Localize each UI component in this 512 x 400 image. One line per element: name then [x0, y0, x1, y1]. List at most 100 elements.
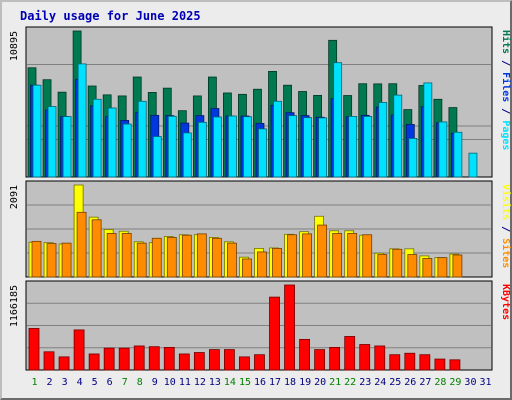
- y-right-label-visits-sites: Visits / Sites: [500, 184, 512, 268]
- bar-pages-day-1: [32, 84, 42, 178]
- bar-kbytes-day-12: [193, 352, 205, 371]
- x-tick-label-day-22: 22: [344, 377, 356, 388]
- chart-title: Daily usage for June 2025: [20, 9, 201, 23]
- bar-sites-day-25: [392, 248, 403, 278]
- bar-pages-day-14: [228, 115, 237, 178]
- bar-pages-day-24: [378, 102, 388, 178]
- y-max-label-kbytes: 1166185: [9, 285, 20, 327]
- bar-kbytes-day-27: [419, 354, 431, 371]
- bar-kbytes-day-2: [43, 351, 55, 371]
- bar-sites-day-16: [257, 251, 267, 278]
- bar-sites-day-14: [227, 242, 237, 278]
- bar-kbytes-day-26: [404, 352, 416, 371]
- x-tick-label-day-8: 8: [137, 377, 143, 388]
- bar-pages-day-6: [107, 107, 117, 178]
- bar-kbytes-day-22: [344, 336, 356, 371]
- bar-sites-day-3: [61, 242, 72, 278]
- bar-kbytes-day-14: [224, 349, 235, 371]
- bar-pages-day-9: [152, 136, 162, 178]
- x-tick-label-day-11: 11: [179, 377, 191, 388]
- bar-sites-day-28: [437, 257, 448, 278]
- bar-kbytes-day-6: [103, 347, 115, 371]
- bar-pages-day-27: [423, 82, 433, 178]
- bar-kbytes-day-7: [118, 347, 130, 371]
- x-tick-label-day-10: 10: [164, 377, 176, 388]
- bar-pages-day-10: [167, 115, 177, 178]
- x-tick-label-day-4: 4: [77, 377, 83, 388]
- bar-sites-day-18: [287, 234, 297, 278]
- y-max-label-visits-sites: 2091: [9, 185, 20, 209]
- x-tick-label-day-29: 29: [449, 377, 461, 388]
- bar-sites-day-6: [106, 233, 117, 278]
- x-tick-label-day-31: 31: [479, 377, 491, 388]
- bar-kbytes-day-8: [133, 345, 145, 371]
- bar-sites-day-4: [76, 211, 87, 278]
- bar-sites-day-29: [452, 254, 463, 278]
- bar-pages-day-19: [303, 117, 312, 178]
- x-tick-label-day-6: 6: [107, 377, 113, 388]
- bar-kbytes-day-28: [434, 358, 446, 371]
- x-tick-label-day-23: 23: [359, 377, 371, 388]
- bar-kbytes-day-15: [239, 356, 250, 371]
- bar-pages-day-17: [273, 100, 282, 178]
- bar-pages-day-3: [62, 116, 72, 178]
- bar-sites-day-9: [151, 237, 162, 278]
- bar-kbytes-day-18: [284, 284, 295, 371]
- y-max-label-hits-files-pages: 10895: [9, 31, 20, 61]
- x-tick-label-day-27: 27: [419, 377, 431, 388]
- legend-text: KBytes: [500, 284, 511, 320]
- bar-pages-day-2: [47, 106, 57, 178]
- bar-pages-day-30: [468, 152, 478, 178]
- bar-sites-day-5: [91, 219, 102, 278]
- bar-kbytes-day-29: [449, 359, 461, 371]
- bar-sites-day-2: [46, 243, 57, 278]
- x-tick-label-day-5: 5: [92, 377, 98, 388]
- y-right-label-hits-files-pages: Hits / Files / Pages: [500, 30, 512, 150]
- bar-kbytes-day-13: [208, 349, 220, 371]
- x-tick-label-day-21: 21: [329, 377, 341, 388]
- bar-kbytes-day-19: [299, 338, 310, 371]
- bar-pages-day-16: [258, 128, 267, 178]
- x-tick-label-day-26: 26: [404, 377, 416, 388]
- x-tick-label-day-3: 3: [62, 377, 68, 388]
- bar-kbytes-day-9: [148, 346, 160, 371]
- bar-kbytes-day-24: [374, 345, 386, 371]
- bar-pages-day-29: [453, 131, 463, 178]
- bar-sites-day-17: [272, 247, 282, 278]
- x-tick-label-day-15: 15: [239, 377, 251, 388]
- legend-text: /: [500, 54, 511, 72]
- bar-sites-day-12: [196, 233, 207, 278]
- legend-text: /: [500, 102, 511, 120]
- x-tick-label-day-18: 18: [284, 377, 296, 388]
- bar-kbytes-day-25: [389, 354, 401, 371]
- bar-kbytes-day-1: [28, 328, 40, 371]
- bar-pages-day-26: [408, 138, 418, 178]
- bar-sites-day-24: [377, 254, 388, 278]
- bar-sites-day-7: [121, 233, 132, 278]
- x-tick-label-day-12: 12: [194, 377, 206, 388]
- x-tick-label-day-17: 17: [269, 377, 281, 388]
- bar-pages-day-22: [348, 116, 358, 178]
- bar-pages-day-25: [393, 94, 403, 178]
- bar-pages-day-5: [92, 98, 102, 178]
- y-right-label-kbytes: KBytes: [500, 284, 511, 320]
- legend-text: Pages: [500, 120, 511, 150]
- legend-text: /: [500, 220, 511, 238]
- bar-pages-day-18: [288, 115, 297, 178]
- bar-pages-day-8: [137, 100, 147, 178]
- bar-pages-day-15: [243, 116, 252, 178]
- legend-text: Files: [500, 72, 512, 102]
- bar-pages-day-4: [77, 63, 87, 178]
- bar-pages-day-20: [318, 117, 328, 178]
- x-tick-label-day-14: 14: [224, 377, 236, 388]
- bar-sites-day-21: [332, 233, 343, 278]
- bar-pages-day-13: [212, 116, 222, 178]
- bar-pages-day-12: [197, 121, 207, 178]
- bar-sites-day-10: [166, 236, 177, 278]
- bar-sites-day-22: [347, 233, 358, 278]
- bar-kbytes-day-3: [58, 356, 70, 371]
- x-tick-label-day-13: 13: [209, 377, 221, 388]
- legend-text: Hits: [500, 30, 512, 54]
- x-tick-label-day-20: 20: [314, 377, 326, 388]
